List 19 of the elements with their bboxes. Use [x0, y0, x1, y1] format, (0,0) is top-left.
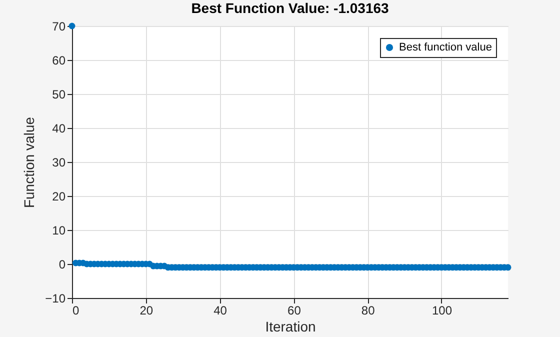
x-tick-label: 40: [214, 304, 228, 318]
x-axis-title: Iteration: [265, 318, 316, 334]
y-tick-label: 30: [52, 156, 66, 170]
x-tick-label: 60: [288, 304, 302, 318]
y-tick-label: 10: [52, 224, 66, 238]
y-tick-label: 60: [52, 54, 66, 68]
x-tick-label: 20: [140, 304, 154, 318]
x-tick-label: 80: [361, 304, 376, 318]
y-tick-label: 50: [52, 88, 66, 102]
x-tick-label: 0: [72, 304, 80, 318]
y-tick-label: −10: [45, 292, 66, 306]
y-tick-label: 0: [58, 258, 66, 272]
chart-title: Best Function Value: -1.03163: [191, 0, 390, 16]
y-tick-label: 40: [52, 122, 66, 136]
y-tick-label: 70: [52, 20, 66, 34]
x-tick-label: 100: [432, 304, 452, 318]
legend-label: Best function value: [399, 42, 492, 54]
y-axis-title: Function value: [21, 116, 38, 208]
y-tick-label: 20: [52, 190, 66, 204]
